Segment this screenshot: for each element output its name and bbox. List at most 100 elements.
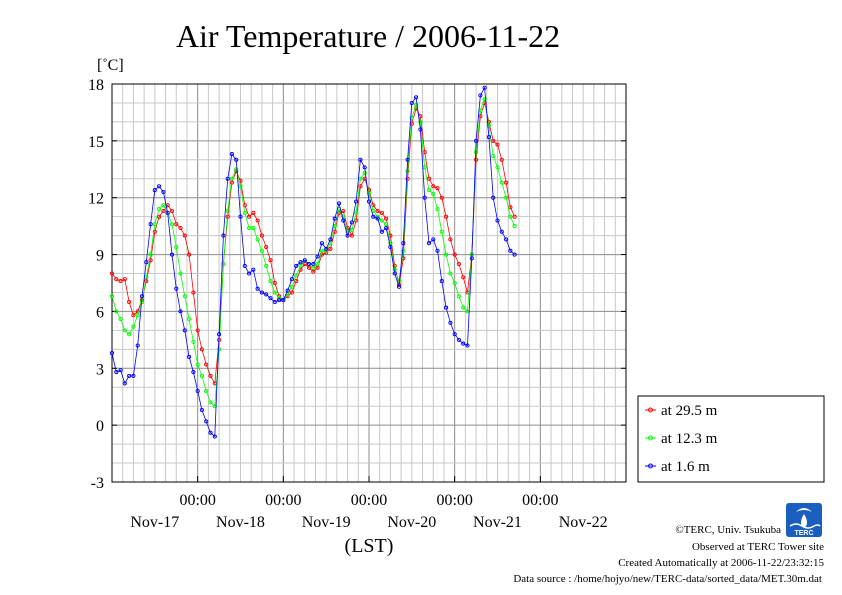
data-point (127, 332, 132, 337)
data-point (238, 184, 243, 189)
data-point (444, 252, 449, 257)
data-point (294, 273, 299, 278)
data-point (349, 227, 354, 232)
y-tick-label: 9 (96, 248, 104, 265)
data-point (508, 214, 513, 219)
data-point (332, 216, 337, 221)
data-point (178, 309, 183, 314)
legend-marker (648, 407, 653, 413)
data-point (289, 277, 294, 282)
data-point (396, 284, 402, 289)
data-point (199, 347, 204, 352)
data-point (281, 298, 286, 303)
data-point (358, 157, 363, 162)
data-point (336, 201, 342, 206)
data-point (268, 279, 273, 284)
data-point (242, 263, 247, 268)
data-point (435, 248, 440, 253)
data-point (375, 216, 380, 221)
x-tick-date-label: Nov-21 (473, 514, 522, 531)
data-point (199, 373, 204, 378)
data-point (118, 316, 123, 322)
data-point (225, 176, 230, 181)
data-point (178, 225, 183, 231)
data-point (217, 347, 222, 352)
data-point (388, 244, 393, 250)
data-point (109, 294, 115, 299)
y-axis: -3 0 3 6 9 12 15 18 (88, 77, 626, 492)
data-point (204, 419, 209, 424)
data-point (354, 199, 359, 204)
data-point (379, 210, 384, 215)
data-point (259, 290, 264, 295)
data-point (422, 195, 427, 200)
legend-label: at 1.6 m (661, 459, 710, 475)
data-point (191, 370, 196, 375)
data-point (482, 85, 487, 90)
data-point (439, 229, 444, 234)
data-point (354, 210, 359, 215)
data-point (165, 210, 170, 215)
data-point (238, 214, 243, 219)
data-point (461, 305, 466, 310)
data-point (469, 256, 474, 261)
data-point (375, 208, 380, 214)
data-point (452, 332, 457, 337)
y-axis-unit-label: [˚C] (97, 57, 124, 74)
credit-created: Created Automatically at 2006-11-22/23:3… (618, 557, 824, 569)
data-point (234, 167, 239, 172)
data-point (349, 233, 354, 238)
data-point (478, 93, 483, 98)
data-point (289, 290, 294, 295)
data-point (208, 373, 213, 378)
data-point (431, 184, 436, 189)
data-point (139, 294, 145, 299)
data-point (461, 341, 466, 346)
data-point (208, 430, 213, 435)
data-point (251, 225, 256, 231)
data-point (311, 261, 316, 267)
data-point (366, 191, 372, 196)
data-point (448, 237, 453, 242)
data-point (302, 258, 307, 263)
data-point (152, 229, 157, 234)
data-point (362, 165, 367, 170)
data-point (504, 195, 509, 200)
data-point (169, 222, 175, 227)
data-point (418, 119, 423, 124)
data-point (495, 165, 500, 170)
data-point (268, 296, 273, 301)
x-tick-time-label: 00:00 (265, 492, 301, 509)
x-tick-time-label: 00:00 (179, 492, 215, 509)
data-point (495, 142, 500, 147)
data-point (268, 258, 273, 263)
credit-observed: Observed at TERC Tower site (692, 541, 824, 553)
data-point (508, 205, 513, 210)
data-point (426, 176, 432, 181)
data-point (392, 271, 397, 276)
data-point (384, 216, 389, 221)
data-point (341, 218, 346, 223)
y-tick-label: 3 (96, 361, 104, 378)
data-point (109, 351, 115, 356)
data-point (135, 313, 140, 318)
data-point (358, 184, 363, 189)
data-point (157, 184, 162, 189)
data-point (336, 210, 342, 215)
data-point (341, 214, 346, 219)
data-point (405, 157, 410, 162)
data-point (259, 233, 264, 238)
data-point (328, 246, 333, 251)
data-point (122, 381, 127, 386)
data-point (311, 265, 316, 270)
data-point (131, 324, 136, 329)
data-point (499, 157, 504, 162)
data-point (187, 316, 192, 322)
data-point (482, 97, 487, 102)
credit-copyright: ©TERC, Univ. Tsukuba (675, 524, 781, 536)
data-point (456, 294, 461, 299)
x-tick-time-label: 00:00 (522, 492, 558, 509)
data-point (401, 241, 406, 246)
data-point (191, 339, 196, 344)
data-point (229, 176, 234, 181)
